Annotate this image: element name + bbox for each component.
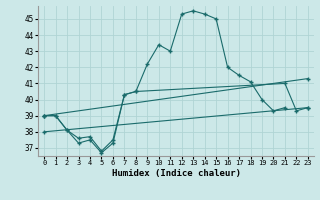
X-axis label: Humidex (Indice chaleur): Humidex (Indice chaleur) (111, 169, 241, 178)
